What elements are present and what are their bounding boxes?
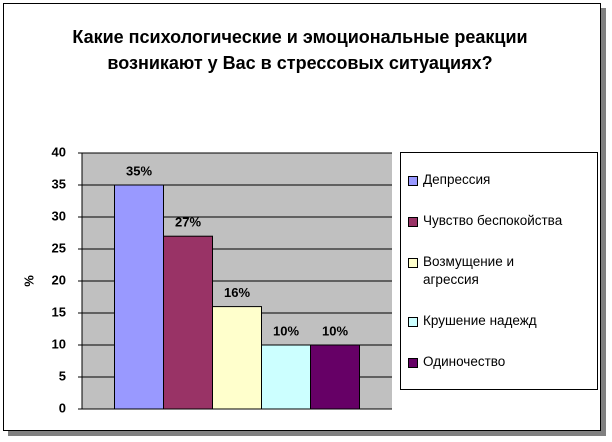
y-tick-label: 20 bbox=[52, 272, 66, 287]
bar bbox=[261, 344, 311, 410]
y-tick-label: 15 bbox=[52, 304, 66, 319]
y-tick-label: 10 bbox=[52, 336, 66, 351]
data-label: 16% bbox=[224, 285, 250, 300]
chart-title: Какие психологические и эмоциональные ре… bbox=[72, 27, 528, 73]
legend-entry: Одиночество bbox=[401, 353, 597, 371]
bar bbox=[310, 344, 360, 410]
legend-swatch bbox=[408, 358, 418, 369]
data-label: 35% bbox=[126, 163, 152, 178]
legend-swatch bbox=[408, 317, 418, 328]
data-label: 10% bbox=[322, 323, 348, 338]
legend-swatch bbox=[408, 216, 418, 227]
y-tick-label: 40 bbox=[52, 144, 66, 159]
y-tick-label: 25 bbox=[52, 240, 66, 255]
legend: Депрессия Чувство беспокойства Возмущение … bbox=[400, 152, 598, 390]
data-label: 10% bbox=[273, 323, 299, 338]
bar bbox=[212, 306, 262, 410]
legend-label: Возмущение и агрессия bbox=[423, 253, 514, 287]
legend-entry: Крушение надежд bbox=[401, 312, 597, 330]
y-axis-label: % bbox=[21, 275, 36, 287]
legend-swatch bbox=[408, 175, 418, 186]
legend-entry: Возмущение и агрессия bbox=[401, 253, 597, 289]
legend-label: Чувство беспокойства bbox=[423, 212, 563, 228]
legend-entry: Депрессия bbox=[401, 171, 597, 189]
data-label: 27% bbox=[175, 215, 201, 230]
bar bbox=[114, 184, 164, 410]
y-tick-label: 35 bbox=[52, 176, 66, 191]
bar bbox=[163, 235, 213, 410]
legend-entry: Чувство беспокойства bbox=[401, 212, 597, 230]
legend-label: Одиночество bbox=[423, 354, 506, 370]
y-tick-label: 30 bbox=[52, 208, 66, 223]
legend-swatch bbox=[408, 257, 418, 268]
legend-label: Крушение надежд bbox=[423, 313, 537, 329]
y-tick-label: 0 bbox=[59, 400, 66, 415]
legend-label: Депрессия bbox=[423, 171, 491, 187]
y-tick-label: 5 bbox=[59, 368, 66, 383]
